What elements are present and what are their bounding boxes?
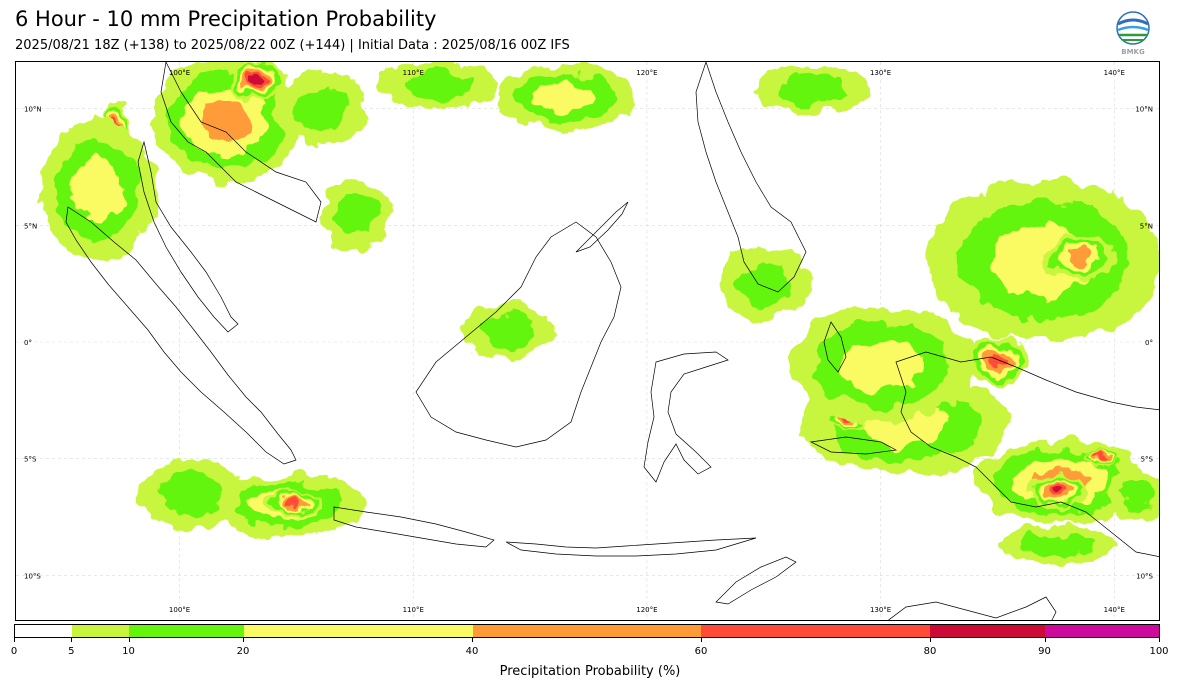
java-coast	[333, 506, 495, 548]
colorbar-segment	[15, 625, 73, 637]
probability-field	[39, 62, 1159, 564]
palawan-coast	[575, 201, 629, 253]
precipitation-map: 100°E 100°E 110°E 110°E 120°E 120°E 130°E 130°E…	[15, 61, 1160, 621]
bmkg-logo: BMKG	[1116, 11, 1150, 56]
probability-region	[159, 472, 223, 516]
map-svg: 100°E 100°E 110°E 110°E 120°E 120°E 130°E 130°E…	[16, 62, 1159, 620]
colorbar-tick-mark	[71, 638, 73, 642]
top-lon-label: 100°E	[169, 69, 190, 77]
colorbar-tick-label: 100	[1149, 646, 1169, 657]
colorbar-segment	[930, 625, 1045, 637]
probability-region	[1120, 476, 1155, 511]
colorbar-tick-label: 5	[68, 646, 75, 657]
colorbar-tick-label: 20	[236, 646, 250, 657]
colorbar-tick-label: 0	[10, 646, 18, 657]
left-lat-label: 0°	[24, 339, 32, 347]
probability-region	[734, 262, 793, 306]
top-lon-label: 140°E	[1104, 69, 1125, 77]
colorbar-tick-mark	[701, 638, 702, 642]
probability-region	[1097, 456, 1108, 461]
top-lon-label: 110°E	[403, 69, 424, 77]
coastlines	[65, 62, 1159, 620]
bottom-lon-label: 130°E	[870, 606, 891, 614]
axis-labels: 100°E 100°E 110°E 110°E 120°E 120°E 130°E 130°E…	[24, 69, 1154, 614]
right-lat-label: 0°	[1145, 339, 1153, 347]
colorbar-segment	[472, 625, 702, 637]
probability-region	[477, 313, 536, 348]
sumatra-coast	[65, 206, 297, 465]
colorbar-tick-label: 40	[465, 646, 479, 657]
right-lat-label: 5°N	[1140, 222, 1153, 230]
lesser-sunda-coast	[505, 537, 757, 557]
probability-region	[71, 159, 124, 222]
colorbar	[14, 624, 1160, 638]
colorbar-tick-mark	[930, 638, 931, 642]
colorbar-tick-mark	[128, 638, 130, 642]
probability-region	[200, 99, 253, 142]
colorbar-segment	[129, 625, 244, 637]
top-lon-label: 130°E	[870, 69, 891, 77]
colorbar-tick-mark	[14, 638, 15, 642]
colorbar-tick-label: 10	[122, 646, 135, 657]
probability-region	[249, 75, 264, 86]
australia-coast	[888, 596, 1057, 620]
probability-region	[988, 354, 1007, 368]
indochina-coast	[160, 62, 322, 223]
probability-region	[1019, 533, 1092, 557]
left-lat-label: 5°N	[24, 222, 37, 230]
colorbar-tick-label: 90	[1038, 646, 1051, 657]
seram-coast	[809, 436, 898, 455]
probability-region	[1067, 249, 1092, 267]
left-lat-label: 10°N	[24, 106, 42, 114]
chart-title: 6 Hour - 10 mm Precipitation Probability	[15, 7, 437, 31]
probability-region	[400, 70, 473, 100]
halmahera-coast	[823, 321, 847, 373]
colorbar-tick-mark	[243, 638, 244, 642]
right-lat-label: 10°S	[1136, 572, 1153, 580]
probability-region	[286, 499, 303, 507]
malay-peninsula-coast	[137, 140, 239, 333]
left-lat-label: 10°S	[24, 572, 41, 580]
left-lat-label: 5°S	[24, 456, 37, 464]
bottom-lon-label: 100°E	[169, 606, 190, 614]
borneo-coast	[415, 221, 622, 448]
right-lat-label: 10°N	[1135, 106, 1153, 114]
timor-coast	[715, 556, 797, 605]
colorbar-tick-label: 80	[923, 646, 937, 657]
probability-region	[291, 87, 349, 131]
top-lon-label: 120°E	[636, 69, 657, 77]
philippines-coast	[695, 62, 807, 293]
bottom-lon-label: 110°E	[403, 606, 424, 614]
bottom-lon-label: 120°E	[636, 606, 657, 614]
svg-text:BMKG: BMKG	[1121, 48, 1145, 56]
probability-region	[533, 82, 597, 112]
bottom-lon-label: 140°E	[1104, 606, 1125, 614]
right-lat-label: 5°S	[1141, 456, 1154, 464]
colorbar-tick-label: 60	[694, 646, 708, 657]
probability-region	[333, 192, 377, 236]
new-guinea-coast	[895, 351, 1159, 557]
sulawesi-coast	[643, 351, 729, 483]
colorbar-segment	[72, 625, 130, 637]
chart-subtitle: 2025/08/21 18Z (+138) to 2025/08/22 00Z …	[15, 38, 570, 53]
colorbar-tick-mark	[472, 638, 473, 642]
colorbar-tick-mark	[1044, 638, 1046, 642]
colorbar-label: Precipitation Probability (%)	[499, 664, 681, 679]
colorbar-segment	[1044, 625, 1159, 637]
probability-region	[775, 75, 846, 105]
colorbar-segment	[701, 625, 931, 637]
probability-region	[839, 339, 923, 392]
colorbar-segment	[243, 625, 473, 637]
colorbar-tick-mark	[1159, 638, 1160, 642]
probability-region	[1051, 486, 1065, 496]
